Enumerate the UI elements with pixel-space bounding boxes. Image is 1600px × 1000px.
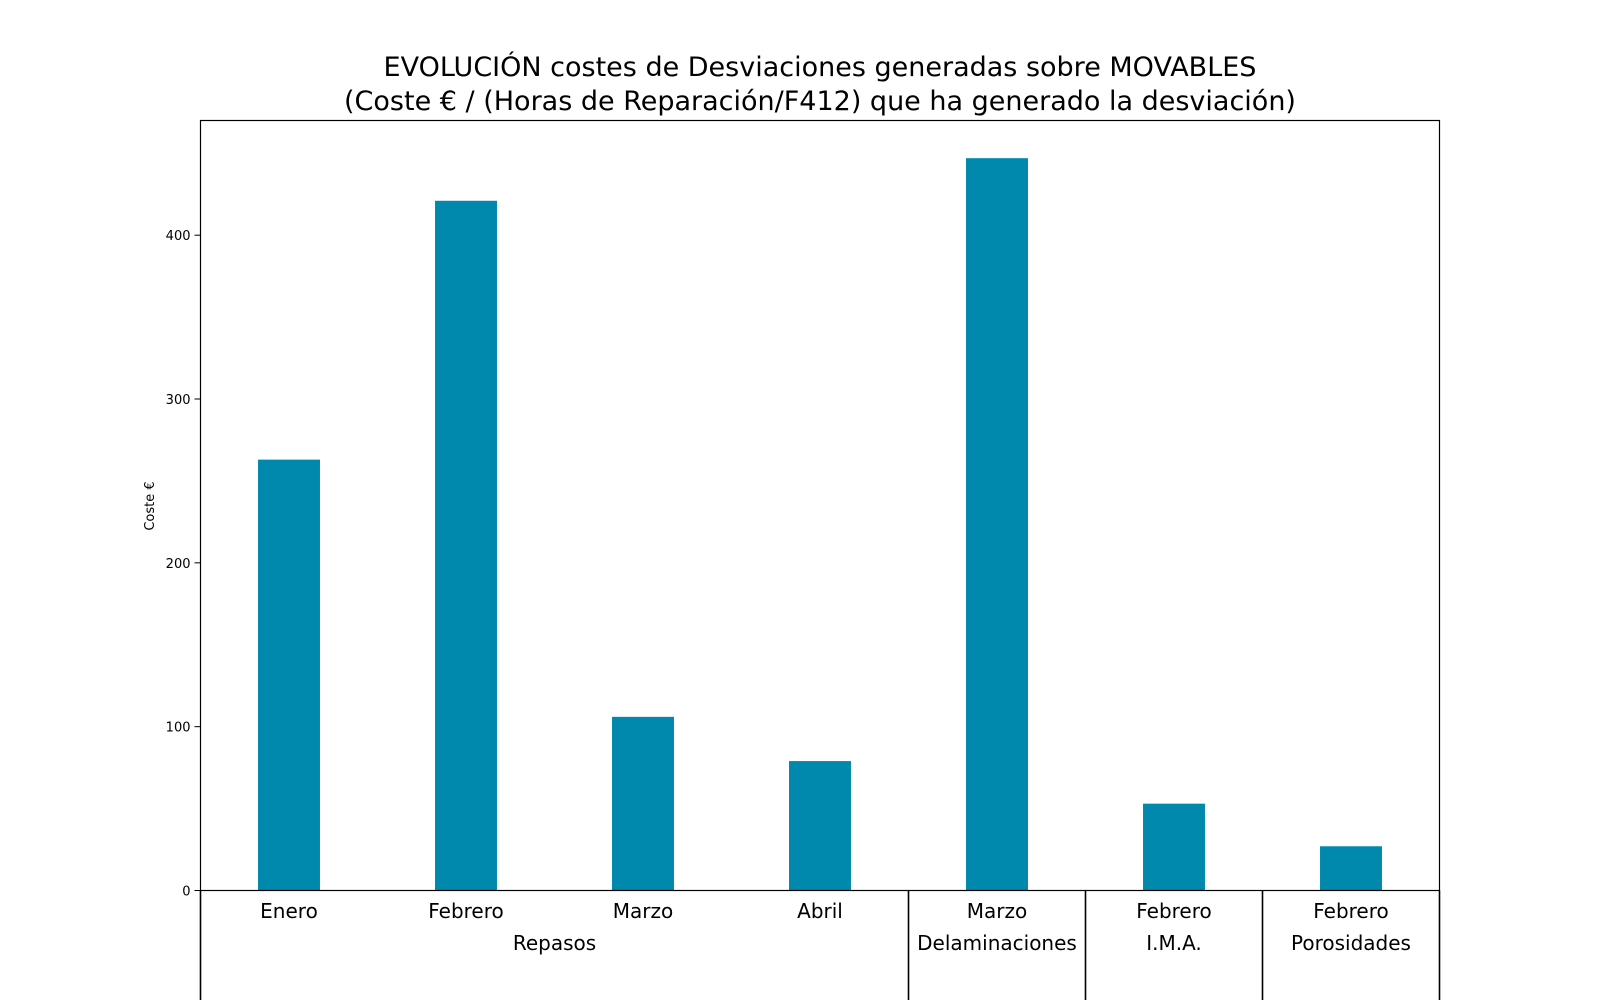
x-group-label-2: I.M.A. <box>1146 931 1202 955</box>
y-tick-label-3: 300 <box>166 393 191 408</box>
x-group-label-1: Delaminaciones <box>917 931 1077 955</box>
y-tick-label-4: 400 <box>166 229 191 244</box>
y-axis-label: Coste € <box>143 481 158 530</box>
bar-5 <box>1143 803 1205 891</box>
x-category-label-3: Abril <box>797 899 843 923</box>
plot-frame <box>199 119 1441 892</box>
bar-0 <box>258 459 320 891</box>
y-tick-label-0: 0 <box>182 885 190 900</box>
x-category-label-1: Febrero <box>428 899 504 923</box>
x-category-label-2: Marzo <box>613 899 673 923</box>
x-category-label-0: Enero <box>260 899 318 923</box>
x-category-label-6: Febrero <box>1313 899 1389 923</box>
y-tick-label-2: 200 <box>166 557 191 572</box>
x-groups-group: Repasos Delaminaciones I.M.A. Porosidades <box>199 890 1441 1000</box>
bar-3 <box>789 761 851 891</box>
x-group-label-3: Porosidades <box>1291 931 1411 955</box>
x-category-label-4: Marzo <box>967 899 1027 923</box>
x-category-label-5: Febrero <box>1136 899 1212 923</box>
x-categories-group: Enero Febrero Marzo Abril Marzo Febrero Febrer… <box>260 899 1389 923</box>
bar-1 <box>435 200 497 891</box>
y-ticks-group: 0 100 200 300 400 <box>166 229 201 900</box>
bar-2 <box>612 716 674 891</box>
bar-4 <box>966 158 1028 891</box>
y-tick-label-1: 100 <box>166 721 191 736</box>
chart-title: EVOLUCIÓN costes de Desviaciones generad… <box>384 51 1257 83</box>
bars-group <box>258 158 1382 891</box>
bar-6 <box>1320 846 1382 891</box>
x-group-label-0: Repasos <box>513 931 596 955</box>
chart-subtitle: (Coste € / (Horas de Reparación/F412) qu… <box>344 86 1296 117</box>
